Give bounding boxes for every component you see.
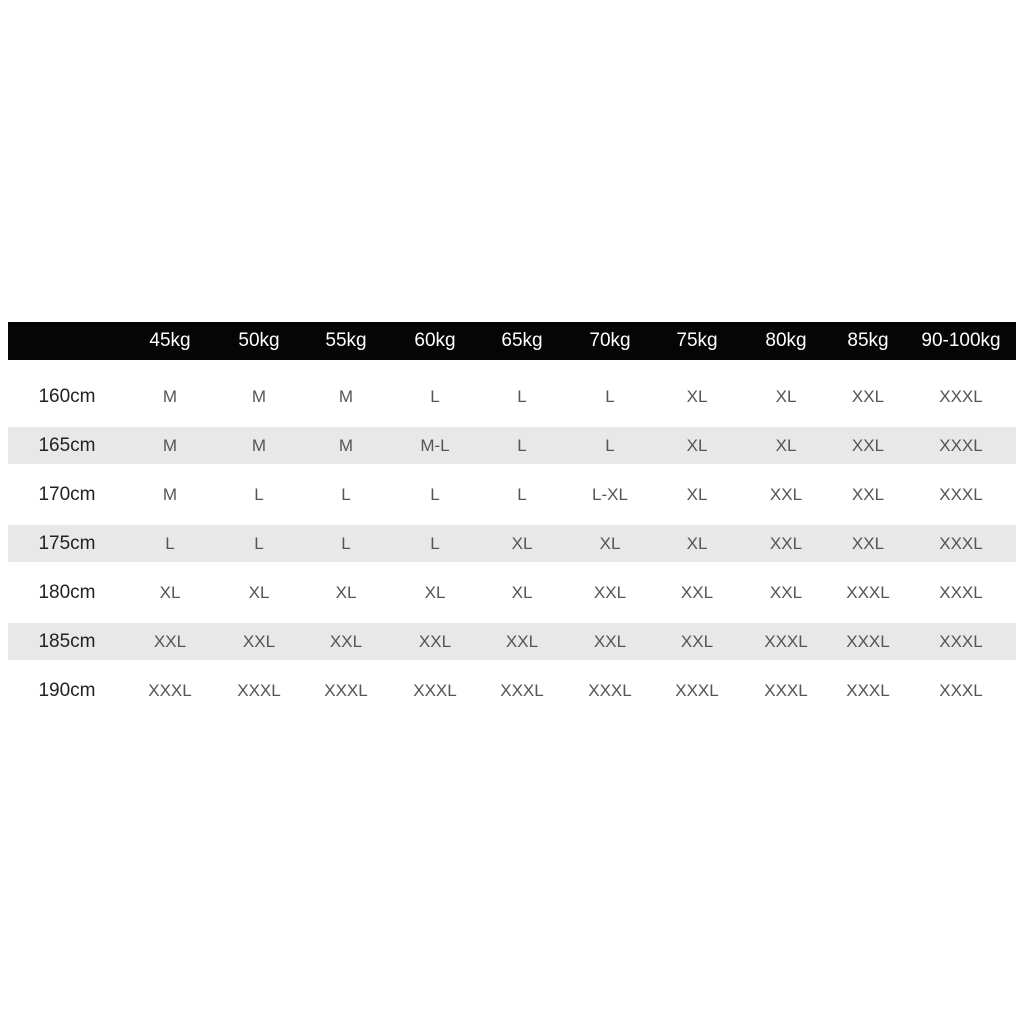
size-cell: XXL [153, 632, 187, 651]
column-header: 55kg [325, 330, 367, 351]
size-cell: XXXL [588, 681, 632, 700]
size-cell: L [254, 534, 264, 553]
column-header: 60kg [414, 330, 456, 351]
size-cell: XXL [769, 534, 803, 553]
size-cell: XXXL [939, 485, 983, 504]
size-cell: XL [686, 534, 708, 553]
size-cell: XXXL [324, 681, 368, 700]
size-cell: XXXL [675, 681, 719, 700]
size-cell: XXXL [939, 534, 983, 553]
column-header: 80kg [765, 330, 807, 351]
size-cell: XXXL [237, 681, 281, 700]
size-cell: XL [686, 436, 708, 455]
size-cell: XXL [769, 485, 803, 504]
row-label: 170cm [38, 484, 96, 505]
size-cell: XXXL [764, 632, 808, 651]
size-cell: XXL [851, 436, 885, 455]
size-cell: XXL [418, 632, 452, 651]
row-stripe [8, 623, 1016, 660]
column-header: 65kg [501, 330, 543, 351]
size-cell: XXL [851, 485, 885, 504]
size-cell: L [430, 485, 440, 504]
size-cell: XL [599, 534, 621, 553]
size-cell: XL [775, 387, 797, 406]
size-cell: M [338, 387, 354, 406]
size-cell: XXXL [939, 436, 983, 455]
size-cell: XL [248, 583, 270, 602]
size-cell: XL [686, 387, 708, 406]
size-cell: XXL [851, 387, 885, 406]
size-cell: L [517, 436, 527, 455]
row-label: 185cm [38, 631, 96, 652]
size-cell: M-L [420, 436, 450, 455]
row-label: 175cm [38, 533, 96, 554]
size-cell: XL [686, 485, 708, 504]
size-cell: L [605, 436, 615, 455]
size-cell: L [254, 485, 264, 504]
row-label: 190cm [38, 680, 96, 701]
size-cell: L [341, 485, 351, 504]
size-cell: XL [511, 583, 533, 602]
size-cell: M [251, 436, 267, 455]
size-cell: M [162, 485, 178, 504]
column-header: 50kg [238, 330, 280, 351]
row-stripe [8, 525, 1016, 562]
size-cell: XL [511, 534, 533, 553]
row-stripe [8, 427, 1016, 464]
size-cell: XXL [769, 583, 803, 602]
size-cell: XXXL [939, 387, 983, 406]
size-cell: L [517, 387, 527, 406]
size-cell: XXXL [846, 583, 890, 602]
size-cell: XXXL [846, 681, 890, 700]
size-cell: M [162, 387, 178, 406]
column-header: 90-100kg [921, 330, 1001, 351]
size-cell: L [341, 534, 351, 553]
size-cell: XXXL [500, 681, 544, 700]
size-cell: L [517, 485, 527, 504]
size-cell: M [162, 436, 178, 455]
size-cell: XXL [851, 534, 885, 553]
row-label: 160cm [38, 386, 96, 407]
size-cell: XXL [505, 632, 539, 651]
size-cell: XXL [680, 583, 714, 602]
size-cell: XL [335, 583, 357, 602]
size-cell: XL [159, 583, 181, 602]
column-header: 45kg [149, 330, 191, 351]
header-bar [8, 322, 1016, 360]
size-cell: XXXL [846, 632, 890, 651]
size-cell: L [430, 387, 440, 406]
size-cell: M [251, 387, 267, 406]
size-cell: XXL [593, 632, 627, 651]
column-header: 75kg [676, 330, 718, 351]
column-header: 85kg [847, 330, 889, 351]
size-cell: L [165, 534, 175, 553]
size-cell: XXXL [939, 681, 983, 700]
size-cell: XL [775, 436, 797, 455]
size-cell: XXXL [764, 681, 808, 700]
size-cell: XXL [593, 583, 627, 602]
size-cell: M [338, 436, 354, 455]
row-label: 180cm [38, 582, 96, 603]
size-cell: XXL [680, 632, 714, 651]
size-cell: XL [424, 583, 446, 602]
size-cell: L [430, 534, 440, 553]
size-cell: XXL [242, 632, 276, 651]
size-cell: XXXL [148, 681, 192, 700]
row-label: 165cm [38, 435, 96, 456]
size-cell: XXXL [413, 681, 457, 700]
size-cell: L [605, 387, 615, 406]
column-header: 70kg [589, 330, 631, 351]
size-cell: XXL [329, 632, 363, 651]
size-cell: L-XL [592, 485, 628, 504]
size-cell: XXXL [939, 632, 983, 651]
size-cell: XXXL [939, 583, 983, 602]
